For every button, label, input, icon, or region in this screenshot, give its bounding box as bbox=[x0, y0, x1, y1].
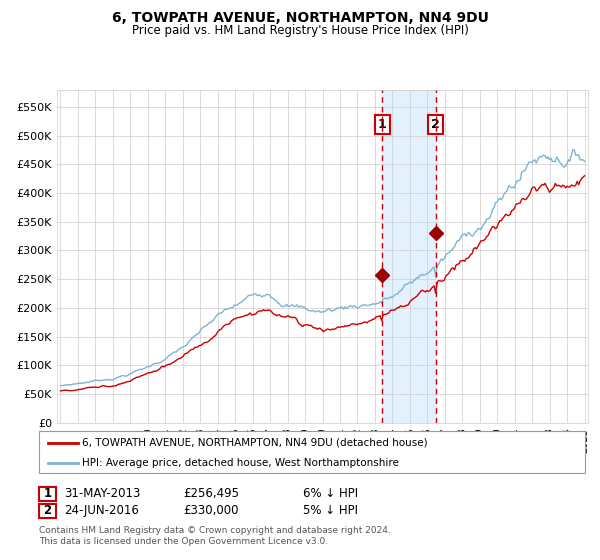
Text: 6, TOWPATH AVENUE, NORTHAMPTON, NN4 9DU (detached house): 6, TOWPATH AVENUE, NORTHAMPTON, NN4 9DU … bbox=[82, 438, 428, 448]
Text: 2: 2 bbox=[43, 504, 52, 517]
Text: 24-JUN-2016: 24-JUN-2016 bbox=[64, 504, 139, 517]
Text: 6, TOWPATH AVENUE, NORTHAMPTON, NN4 9DU: 6, TOWPATH AVENUE, NORTHAMPTON, NN4 9DU bbox=[112, 11, 488, 25]
Text: Price paid vs. HM Land Registry's House Price Index (HPI): Price paid vs. HM Land Registry's House … bbox=[131, 24, 469, 37]
Text: 5% ↓ HPI: 5% ↓ HPI bbox=[303, 504, 358, 517]
Text: Contains HM Land Registry data © Crown copyright and database right 2024.
This d: Contains HM Land Registry data © Crown c… bbox=[39, 526, 391, 546]
Bar bbox=[382, 90, 436, 423]
Text: HPI: Average price, detached house, West Northamptonshire: HPI: Average price, detached house, West… bbox=[82, 458, 399, 468]
Text: £256,495: £256,495 bbox=[183, 487, 239, 501]
Text: 31-MAY-2013: 31-MAY-2013 bbox=[64, 487, 140, 501]
Text: 1: 1 bbox=[378, 118, 386, 131]
Text: £330,000: £330,000 bbox=[183, 504, 239, 517]
Text: 6% ↓ HPI: 6% ↓ HPI bbox=[303, 487, 358, 501]
Text: 2: 2 bbox=[431, 118, 440, 131]
Text: 1: 1 bbox=[43, 487, 52, 501]
